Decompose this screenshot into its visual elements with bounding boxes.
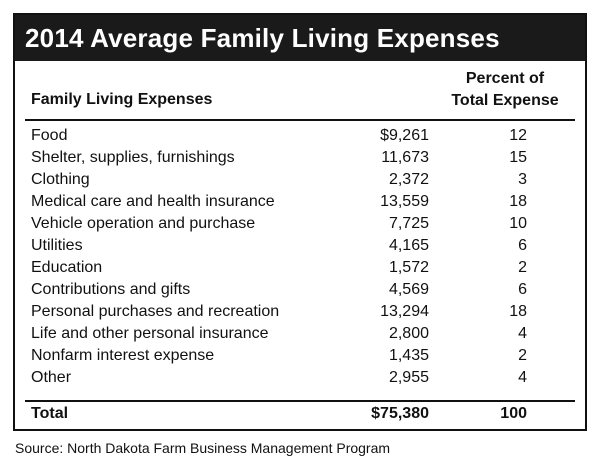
row-amount: 4,165 [388,237,429,254]
row-label: Contributions and gifts [31,281,191,298]
row-percent: 4 [518,325,527,342]
row-amount: 13,294 [380,303,429,320]
row-percent: 4 [518,369,527,386]
row-label: Other [31,369,72,386]
table-row: Utilities 4,165 6 [31,235,575,257]
table-row: Food $9,261 12 [31,125,575,147]
row-label: Shelter, supplies, furnishings [31,149,235,166]
total-divider [25,400,575,402]
table-body: Food $9,261 12 Shelter, supplies, furnishin… [31,125,575,389]
column-header-percent-line1: Percent of [465,70,545,87]
row-percent: 10 [509,215,527,232]
table-row: Nonfarm interest expense 1,435 2 [31,345,575,367]
row-percent: 3 [518,171,527,188]
table-row: Shelter, supplies, furnishings 11,673 15 [31,147,575,169]
table-frame: 2014 Average Family Living Expenses Fami… [13,13,587,431]
row-percent: 6 [518,237,527,254]
row-percent: 18 [509,303,527,320]
table-row: Medical care and health insurance 13,559 1… [31,191,575,213]
table-row: Other 2,955 4 [31,367,575,389]
row-percent: 6 [518,281,527,298]
column-header-percent: Percent of Total Expense [437,68,573,112]
total-amount: $75,380 [371,405,429,422]
row-amount: $9,261 [380,127,429,144]
row-percent: 15 [509,149,527,166]
total-label: Total [31,405,69,422]
row-percent: 18 [509,193,527,210]
header-divider [25,119,575,121]
row-percent: 2 [518,259,527,276]
row-amount: 13,559 [380,193,429,210]
row-amount: 2,955 [388,369,429,386]
row-percent: 2 [518,347,527,364]
table-title: 2014 Average Family Living Expenses [15,15,585,61]
source-note: Source: North Dakota Farm Business Manag… [15,440,391,456]
table-row: Personal purchases and recreation 13,294 1… [31,301,575,323]
row-label: Utilities [31,237,83,254]
row-label: Vehicle operation and purchase [31,215,256,232]
row-label: Medical care and health insurance [31,193,275,210]
row-label: Food [31,127,68,144]
row-label: Clothing [31,171,90,188]
row-amount: 2,372 [388,171,429,188]
total-row: Total $75,380 100 [31,399,575,429]
column-header-expenses: Family Living Expenses [31,91,213,108]
row-amount: 2,800 [388,325,429,342]
row-amount: 1,572 [388,259,429,276]
table-row: Education 1,572 2 [31,257,575,279]
row-amount: 1,435 [388,347,429,364]
table-row: Life and other personal insurance 2,800 4 [31,323,575,345]
row-amount: 11,673 [381,149,429,166]
row-amount: 4,569 [388,281,429,298]
row-label: Nonfarm interest expense [31,347,215,364]
table-row: Clothing 2,372 3 [31,169,575,191]
column-header-percent-line2: Total Expense [451,92,559,109]
row-label: Education [31,259,103,276]
table-row: Vehicle operation and purchase 7,725 10 [31,213,575,235]
row-amount: 7,725 [388,215,429,232]
row-label: Personal purchases and recreation [31,303,280,320]
table-row: Contributions and gifts 4,569 6 [31,279,575,301]
total-percent: 100 [500,405,527,422]
row-label: Life and other personal insurance [31,325,269,342]
row-percent: 12 [509,127,527,144]
